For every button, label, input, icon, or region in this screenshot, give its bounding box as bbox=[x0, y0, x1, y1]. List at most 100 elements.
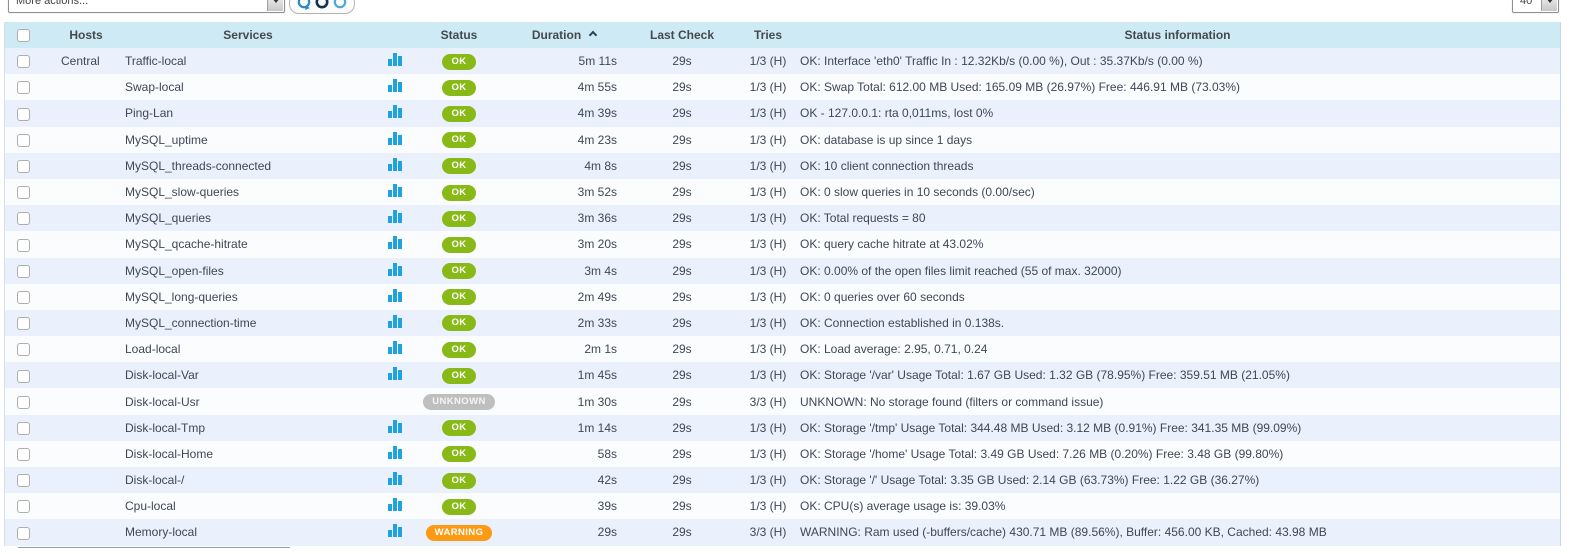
graph-icon[interactable] bbox=[388, 314, 402, 328]
row-checkbox[interactable] bbox=[17, 526, 30, 540]
refresh-icon[interactable] bbox=[296, 0, 348, 12]
graph-icon[interactable] bbox=[388, 419, 402, 433]
duration-value: 4m 39s bbox=[577, 106, 617, 121]
row-checkbox[interactable] bbox=[17, 160, 30, 173]
service-name[interactable]: Memory-local bbox=[125, 525, 198, 540]
graph-icon[interactable] bbox=[388, 210, 402, 224]
table-row: Memory-local WARNING 29s 29s 3/3 (H) WAR… bbox=[5, 519, 1560, 546]
graph-icon[interactable] bbox=[388, 472, 402, 486]
column-header-status-information[interactable]: Status information bbox=[1124, 28, 1231, 42]
resume-icon[interactable] bbox=[333, 0, 347, 9]
duration-value: 3m 52s bbox=[577, 185, 617, 200]
status-badge: OK bbox=[442, 341, 476, 358]
service-name[interactable]: MySQL_threads-connected bbox=[125, 158, 272, 173]
graph-cell bbox=[377, 210, 413, 226]
row-checkbox[interactable] bbox=[17, 474, 30, 488]
graph-icon[interactable] bbox=[388, 131, 402, 145]
host-name[interactable]: Central bbox=[61, 54, 100, 69]
graph-icon[interactable] bbox=[388, 79, 402, 93]
duration-value: 4m 23s bbox=[577, 132, 617, 147]
service-name[interactable]: MySQL_connection-time bbox=[125, 315, 257, 330]
row-checkbox[interactable] bbox=[17, 369, 30, 383]
last-check-value: 29s bbox=[672, 211, 692, 226]
status-cell: OK bbox=[413, 367, 505, 384]
status-information-value: OK: database is up since 1 days bbox=[800, 132, 973, 147]
service-name[interactable]: MySQL_open-files bbox=[125, 263, 224, 278]
service-name[interactable]: MySQL_long-queries bbox=[125, 289, 238, 304]
graph-icon[interactable] bbox=[388, 262, 402, 276]
graph-icon[interactable] bbox=[388, 498, 402, 512]
row-checkbox[interactable] bbox=[17, 290, 30, 304]
graph-icon[interactable] bbox=[388, 105, 402, 119]
status-information-value: OK: query cache hitrate at 43.02% bbox=[800, 237, 984, 252]
page-size-select[interactable]: 40 bbox=[1512, 0, 1559, 13]
service-name[interactable]: Swap-local bbox=[125, 80, 184, 95]
service-name[interactable]: Load-local bbox=[125, 342, 181, 357]
status-cell: WARNING bbox=[413, 524, 505, 541]
service-name[interactable]: MySQL_qcache-hitrate bbox=[125, 237, 248, 252]
tries-value: 1/3 (H) bbox=[749, 289, 787, 304]
table-row: Disk-local-Usr UNKNOWN 1m 30s 29s 3/3 (H… bbox=[5, 388, 1560, 415]
status-information-value: OK: Storage '/tmp' Usage Total: 344.48 M… bbox=[800, 420, 1302, 435]
row-checkbox[interactable] bbox=[17, 421, 30, 435]
graph-icon[interactable] bbox=[388, 53, 402, 67]
footer-more-actions-stub[interactable] bbox=[18, 547, 290, 554]
row-checkbox[interactable] bbox=[17, 264, 30, 278]
graph-icon[interactable] bbox=[388, 445, 402, 459]
graph-icon[interactable] bbox=[388, 288, 402, 302]
row-checkbox[interactable] bbox=[17, 500, 30, 514]
status-badge: OK bbox=[442, 236, 476, 253]
column-header-hosts[interactable]: Hosts bbox=[69, 28, 103, 42]
row-select-cell bbox=[5, 263, 53, 278]
duration-value: 39s bbox=[597, 499, 617, 514]
status-cell: OK bbox=[413, 341, 505, 358]
row-select-cell bbox=[5, 237, 53, 252]
graph-cell bbox=[377, 131, 413, 148]
service-name[interactable]: MySQL_uptime bbox=[125, 132, 208, 147]
table-row: MySQL_threads-connected OK 4m 8s 29s 1/3… bbox=[5, 152, 1560, 179]
status-badge: OK bbox=[442, 132, 476, 149]
service-name[interactable]: Disk-local-Tmp bbox=[125, 420, 206, 435]
row-checkbox[interactable] bbox=[17, 212, 30, 226]
row-checkbox[interactable] bbox=[17, 186, 30, 200]
service-name[interactable]: Traffic-local bbox=[125, 54, 187, 69]
row-checkbox[interactable] bbox=[17, 81, 30, 95]
graph-icon[interactable] bbox=[388, 184, 402, 198]
service-name[interactable]: Cpu-local bbox=[125, 499, 176, 514]
status-information-value: OK: 0 slow queries in 10 seconds (0.00/s… bbox=[800, 185, 1035, 200]
service-name[interactable]: MySQL_slow-queries bbox=[125, 185, 240, 200]
column-header-tries[interactable]: Tries bbox=[753, 28, 783, 42]
select-all-checkbox[interactable] bbox=[17, 29, 30, 43]
row-checkbox[interactable] bbox=[17, 133, 30, 147]
row-select-cell bbox=[5, 290, 53, 304]
tries-value: 1/3 (H) bbox=[749, 368, 787, 383]
service-name[interactable]: Disk-local-Var bbox=[125, 368, 199, 383]
more-actions-select[interactable]: More actions... bbox=[8, 0, 285, 13]
row-checkbox[interactable] bbox=[17, 55, 30, 69]
row-checkbox[interactable] bbox=[17, 107, 30, 121]
service-name[interactable]: MySQL_queries bbox=[125, 211, 212, 226]
row-checkbox[interactable] bbox=[17, 343, 30, 357]
pause-icon[interactable] bbox=[315, 0, 329, 9]
graph-icon[interactable] bbox=[388, 341, 402, 355]
graph-icon[interactable] bbox=[388, 524, 402, 538]
graph-icon[interactable] bbox=[388, 367, 402, 381]
row-checkbox[interactable] bbox=[17, 317, 30, 331]
service-name[interactable]: Disk-local-Home bbox=[125, 446, 214, 461]
row-checkbox[interactable] bbox=[17, 448, 30, 462]
column-header-status[interactable]: Status bbox=[440, 28, 478, 42]
service-name[interactable]: Ping-Lan bbox=[125, 106, 174, 121]
column-header-services[interactable]: Services bbox=[223, 28, 273, 42]
row-select-cell bbox=[5, 525, 53, 540]
row-checkbox[interactable] bbox=[17, 238, 30, 252]
column-header-last-check[interactable]: Last Check bbox=[649, 28, 715, 42]
service-name[interactable]: Disk-local-/ bbox=[125, 473, 185, 488]
row-select-cell bbox=[5, 185, 53, 200]
table-row: Disk-local-Tmp OK 1m 14s 29s 1/3 (H) OK:… bbox=[5, 414, 1560, 441]
column-header-duration[interactable]: Duration bbox=[505, 28, 623, 42]
row-checkbox[interactable] bbox=[17, 395, 30, 409]
service-name[interactable]: Disk-local-Usr bbox=[125, 394, 200, 409]
graph-icon[interactable] bbox=[388, 157, 402, 171]
tries-value: 1/3 (H) bbox=[749, 315, 787, 330]
graph-icon[interactable] bbox=[388, 236, 402, 250]
